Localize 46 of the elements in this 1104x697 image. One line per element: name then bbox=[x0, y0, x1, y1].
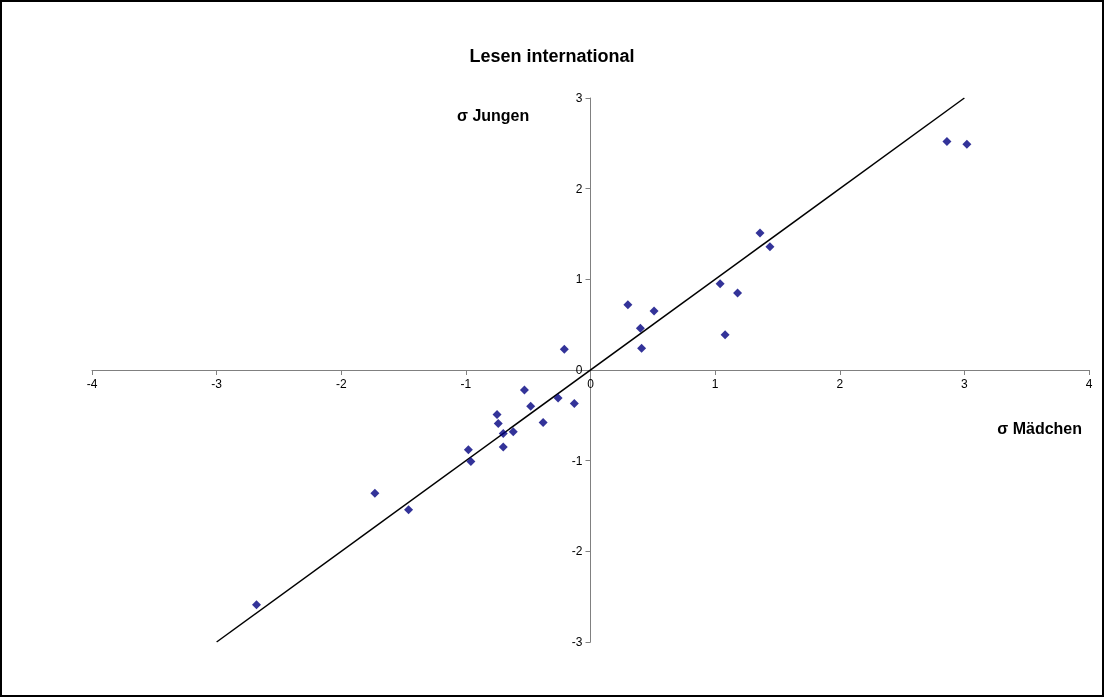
y-tick-label: -1 bbox=[571, 453, 583, 468]
point bbox=[569, 399, 579, 409]
point bbox=[466, 457, 476, 467]
point bbox=[492, 409, 502, 419]
x-tick-label: -1 bbox=[460, 377, 472, 391]
x-tick-label: 0 bbox=[587, 377, 595, 391]
point bbox=[463, 445, 473, 455]
point bbox=[404, 505, 414, 515]
y-tick-label: 1 bbox=[575, 272, 583, 287]
x-tick-label: -2 bbox=[335, 377, 347, 391]
point bbox=[765, 242, 775, 252]
point bbox=[498, 442, 508, 452]
point bbox=[637, 343, 647, 353]
point bbox=[733, 288, 743, 298]
x-tick-label: 4 bbox=[1085, 377, 1093, 391]
chart-title: Lesen international bbox=[469, 46, 635, 66]
point bbox=[559, 344, 569, 354]
y-tick-label: 2 bbox=[575, 181, 583, 196]
point bbox=[635, 323, 645, 333]
x-tick-label: 2 bbox=[836, 377, 844, 391]
x-tick-label: 1 bbox=[711, 377, 719, 391]
y-tick-label: -3 bbox=[571, 635, 583, 649]
point bbox=[962, 139, 972, 149]
point bbox=[370, 488, 380, 498]
point bbox=[649, 306, 659, 316]
x-tick-label: 3 bbox=[961, 377, 969, 391]
y-tick-label: -2 bbox=[571, 544, 583, 559]
y-tick-label: 3 bbox=[575, 91, 583, 105]
y-tick-label: 0 bbox=[575, 363, 583, 377]
point bbox=[508, 427, 518, 437]
point bbox=[942, 137, 952, 147]
point bbox=[623, 300, 633, 310]
x-tick-label: -4 bbox=[86, 377, 98, 391]
y-axis-title: σ Jungen bbox=[457, 106, 530, 124]
x-tick-label: -3 bbox=[211, 377, 223, 391]
point bbox=[498, 428, 508, 438]
point bbox=[493, 418, 503, 428]
point bbox=[519, 385, 529, 395]
point bbox=[755, 228, 765, 238]
point bbox=[715, 279, 725, 289]
point bbox=[720, 330, 730, 340]
point bbox=[553, 393, 563, 403]
x-axis-title: σ Mädchen bbox=[997, 419, 1082, 437]
point bbox=[526, 401, 536, 411]
point bbox=[252, 600, 262, 610]
point bbox=[538, 418, 548, 428]
